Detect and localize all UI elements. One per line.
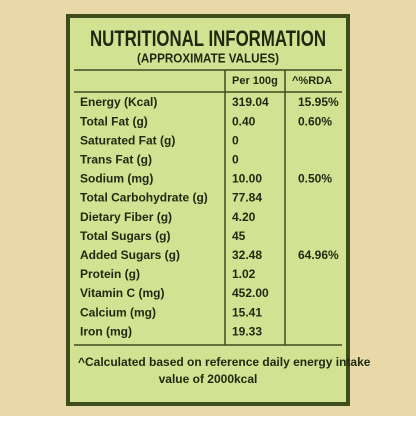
nutrient: Protein (g) [80, 267, 140, 281]
nutrient: Iron (mg) [80, 324, 132, 338]
per-100g: 4.20 [232, 210, 256, 224]
per-100g: 45 [232, 229, 246, 243]
nutrient: Total Carbohydrate (g) [80, 191, 208, 205]
per-100g: 0 [232, 152, 239, 166]
per-100g: 1.02 [232, 267, 256, 281]
per-100g: 0.40 [232, 114, 256, 128]
nutrient: Total Fat (g) [80, 114, 148, 128]
column-header: ^%RDA [292, 75, 332, 87]
rda: 15.95% [298, 95, 339, 109]
nutrient: Vitamin C (mg) [80, 286, 164, 300]
panel [70, 18, 346, 402]
footnote: ^Calculated based on reference daily ene… [78, 355, 371, 369]
nutrient: Energy (Kcal) [80, 95, 157, 109]
column-header: Per 100g [232, 75, 278, 87]
nutrient: Sodium (mg) [80, 172, 153, 186]
rows: Energy (Kcal) 319.04 15.95% Total Fat (g) 0.… [80, 95, 339, 338]
per-100g: 0 [232, 133, 239, 147]
per-100g: 32.48 [232, 248, 262, 262]
nutrient: Calcium (mg) [80, 305, 156, 319]
per-100g: 15.41 [232, 305, 262, 319]
nutrient: Saturated Fat (g) [80, 133, 175, 147]
title: NUTRITIONAL INFORMATION [90, 26, 326, 51]
per-100g: 452.00 [232, 286, 269, 300]
per-100g: 77.84 [232, 191, 262, 205]
nutrient: Added Sugars (g) [80, 248, 180, 262]
rda: 64.96% [298, 248, 339, 262]
subtitle: (APPROXIMATE VALUES) [137, 50, 279, 65]
per-100g: 319.04 [232, 95, 269, 109]
per-100g: 19.33 [232, 324, 262, 338]
nutrient: Total Sugars (g) [80, 229, 170, 243]
nutrient: Dietary Fiber (g) [80, 210, 172, 224]
per-100g: 10.00 [232, 172, 262, 186]
nutrient: Trans Fat (g) [80, 152, 152, 166]
footnote: value of 2000kcal [159, 372, 258, 386]
rda: 0.50% [298, 172, 332, 186]
rda: 0.60% [298, 114, 332, 128]
